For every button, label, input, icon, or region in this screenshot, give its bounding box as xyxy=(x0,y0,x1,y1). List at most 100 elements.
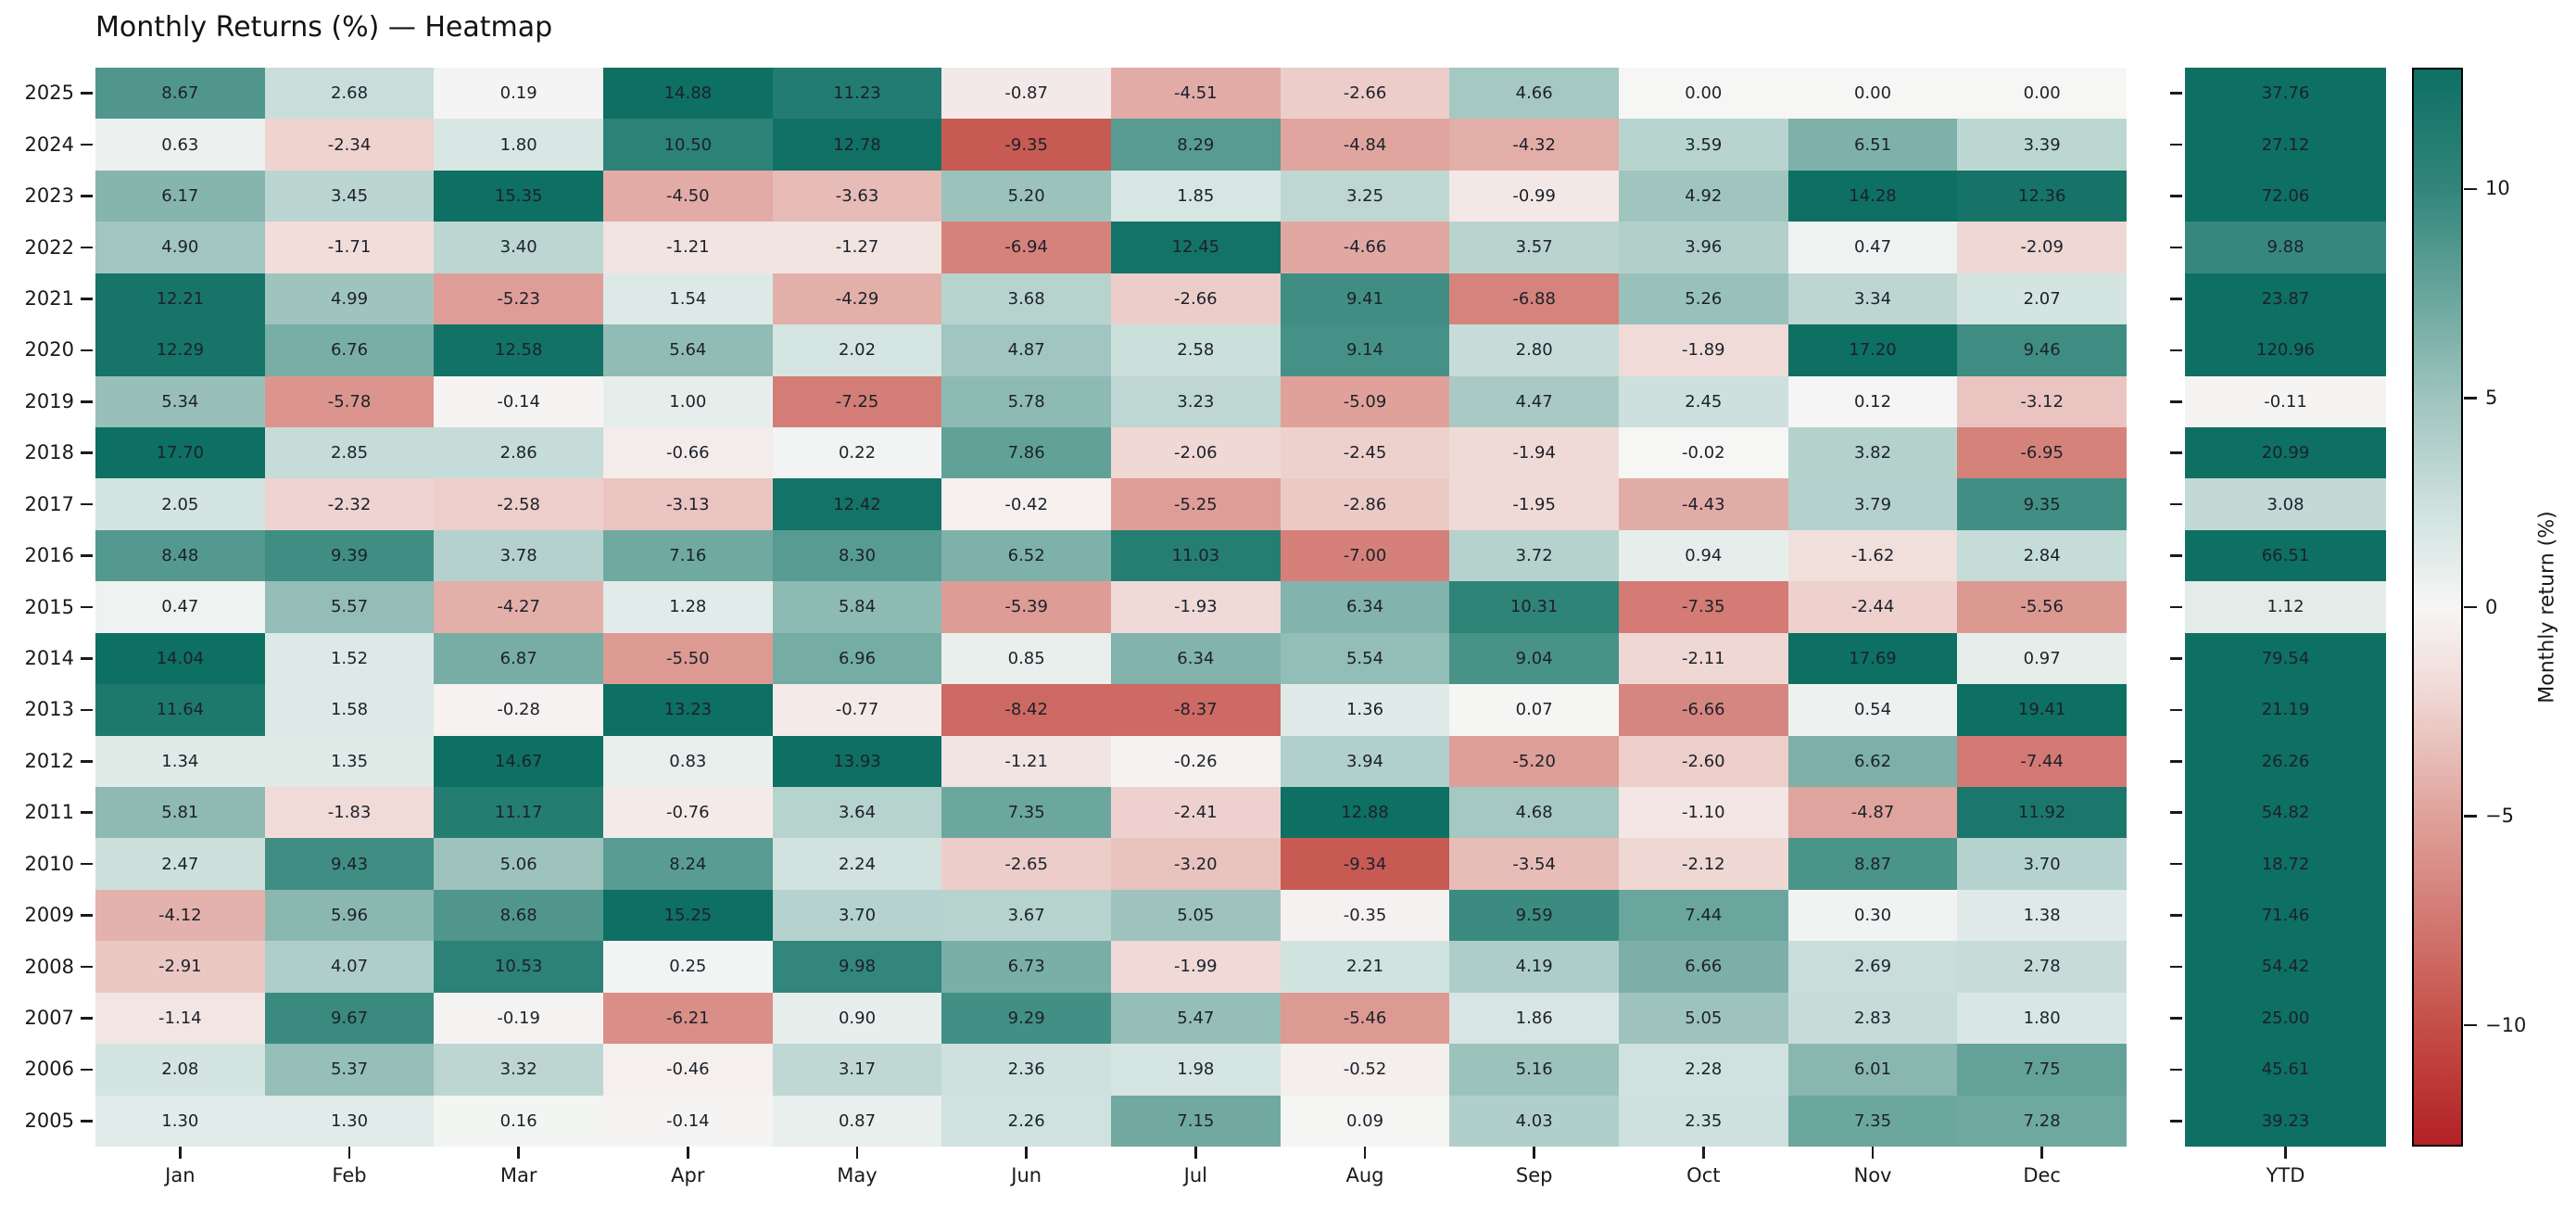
ytd-row-tick-mark xyxy=(2170,811,2182,814)
heatmap-cell: 0.12 xyxy=(1787,375,1958,427)
heatmap-cell: -2.34 xyxy=(264,119,435,171)
heatmap-cell: 13.23 xyxy=(603,684,773,736)
ytd-cell: 3.08 xyxy=(2185,478,2386,530)
heatmap-cell: 9.35 xyxy=(1957,478,2127,530)
heatmap-cell: 2.28 xyxy=(1619,1044,1788,1096)
ytd-cell: 120.96 xyxy=(2185,324,2386,376)
heatmap-cell: 6.01 xyxy=(1787,1044,1958,1096)
heatmap-cell: 17.69 xyxy=(1787,632,1958,685)
month-axis-label: Sep xyxy=(1515,1164,1553,1186)
year-axis-label: 2011 xyxy=(24,801,74,824)
year-axis-label: 2008 xyxy=(24,955,74,978)
heatmap-cell: -2.32 xyxy=(264,478,435,530)
heatmap-cell: 14.04 xyxy=(95,632,265,685)
heatmap-cell: 8.68 xyxy=(434,889,603,942)
year-tick-mark xyxy=(81,349,93,352)
heatmap-cell: 4.03 xyxy=(1449,1095,1619,1147)
heatmap-cell: 2.47 xyxy=(95,838,265,890)
ytd-row-tick-mark xyxy=(2170,1068,2182,1072)
heatmap-cell: 9.41 xyxy=(1280,273,1450,325)
heatmap-cell: 1.34 xyxy=(95,735,265,787)
ytd-cell: 54.42 xyxy=(2185,941,2386,993)
year-axis-label: 2012 xyxy=(24,749,74,772)
heatmap-cell: 2.21 xyxy=(1280,941,1450,993)
heatmap-cell: -7.00 xyxy=(1280,529,1450,582)
heatmap-cell: -3.20 xyxy=(1111,838,1281,890)
heatmap-cell: -1.71 xyxy=(264,222,435,273)
heatmap-cell: 12.36 xyxy=(1957,170,2127,222)
heatmap-cell: 12.78 xyxy=(772,119,942,171)
year-axis-label: 2010 xyxy=(24,852,74,875)
heatmap-cell: 2.84 xyxy=(1957,529,2127,582)
heatmap-cell: 0.90 xyxy=(772,992,942,1045)
heatmap-cell: 0.83 xyxy=(603,735,773,787)
heatmap-cell: 0.47 xyxy=(95,581,265,633)
heatmap-cell: -0.26 xyxy=(1111,735,1281,787)
month-axis-label: Jul xyxy=(1183,1164,1207,1186)
ytd-row-tick-mark xyxy=(2170,554,2182,557)
heatmap-cell: -4.29 xyxy=(772,273,942,325)
heatmap-cell: 5.81 xyxy=(95,786,265,839)
ytd-cell: 39.23 xyxy=(2185,1095,2386,1147)
ytd-cell: 79.54 xyxy=(2185,632,2386,685)
heatmap-cell: 5.34 xyxy=(95,375,265,427)
colorbar-tick-mark xyxy=(2464,1023,2477,1027)
year-tick-mark xyxy=(81,657,93,660)
heatmap-cell: 7.86 xyxy=(941,426,1111,479)
heatmap-cell: 10.53 xyxy=(434,941,603,993)
month-axis-label: Feb xyxy=(332,1164,367,1186)
heatmap-cell: 1.35 xyxy=(264,735,435,787)
year-axis-label: 2019 xyxy=(24,389,74,412)
ytd-cell: -0.11 xyxy=(2185,375,2386,427)
heatmap-cell: 7.35 xyxy=(941,786,1111,839)
heatmap-cell: 2.08 xyxy=(95,1044,265,1096)
heatmap-cell: 3.57 xyxy=(1449,222,1619,273)
heatmap-cell: 1.38 xyxy=(1957,889,2127,942)
heatmap-cell: -6.66 xyxy=(1619,684,1788,736)
heatmap-cell: 2.26 xyxy=(941,1095,1111,1147)
heatmap-cell: 1.54 xyxy=(603,273,773,325)
year-tick-mark xyxy=(81,1017,93,1020)
ytd-cell: 26.26 xyxy=(2185,735,2386,787)
heatmap-cell: -0.99 xyxy=(1449,170,1619,222)
month-axis-label: Dec xyxy=(2023,1164,2061,1186)
heatmap-cell: 2.07 xyxy=(1957,273,2127,325)
heatmap-cell: 5.96 xyxy=(264,889,435,942)
heatmap-cell: -0.14 xyxy=(434,375,603,427)
heatmap-cell: 2.35 xyxy=(1619,1095,1788,1147)
month-tick-mark xyxy=(1025,1147,1028,1159)
year-tick-mark xyxy=(81,1120,93,1123)
heatmap-cell: 2.58 xyxy=(1111,324,1281,376)
heatmap-cell: -7.25 xyxy=(772,375,942,427)
heatmap-cell: -5.09 xyxy=(1280,375,1450,427)
year-axis-label: 2014 xyxy=(24,646,74,669)
ytd-cell: 20.99 xyxy=(2185,426,2386,479)
heatmap-cell: -0.19 xyxy=(434,992,603,1045)
heatmap-cell: 15.25 xyxy=(603,889,773,942)
year-axis-label: 2020 xyxy=(24,338,74,362)
colorbar-axis-label: Monthly return (%) xyxy=(2535,511,2559,704)
heatmap-cell: 2.78 xyxy=(1957,941,2127,993)
ytd-row-tick-mark xyxy=(2170,451,2182,454)
colorbar xyxy=(2412,68,2463,1147)
ytd-cell: 71.46 xyxy=(2185,889,2386,942)
heatmap-cell: 3.17 xyxy=(772,1044,942,1096)
year-tick-mark xyxy=(81,143,93,146)
heatmap-cell: 2.85 xyxy=(264,426,435,479)
month-tick-mark xyxy=(1702,1147,1705,1159)
colorbar-tick-mark xyxy=(2464,815,2477,818)
heatmap-cell: 5.54 xyxy=(1280,632,1450,685)
heatmap-cell: 1.36 xyxy=(1280,684,1450,736)
heatmap-cell: 1.30 xyxy=(264,1095,435,1147)
ytd-cell: 21.19 xyxy=(2185,684,2386,736)
heatmap-cell: 4.07 xyxy=(264,941,435,993)
ytd-row-tick-mark xyxy=(2170,965,2182,969)
heatmap-cell: -1.93 xyxy=(1111,581,1281,633)
heatmap-cell: -0.87 xyxy=(941,68,1111,120)
year-axis-label: 2024 xyxy=(24,133,74,156)
month-axis-label: Nov xyxy=(1853,1164,1892,1186)
heatmap-cell: 6.51 xyxy=(1787,119,1958,171)
heatmap-cell: -6.88 xyxy=(1449,273,1619,325)
ytd-cell: 27.12 xyxy=(2185,119,2386,171)
year-tick-mark xyxy=(81,554,93,557)
